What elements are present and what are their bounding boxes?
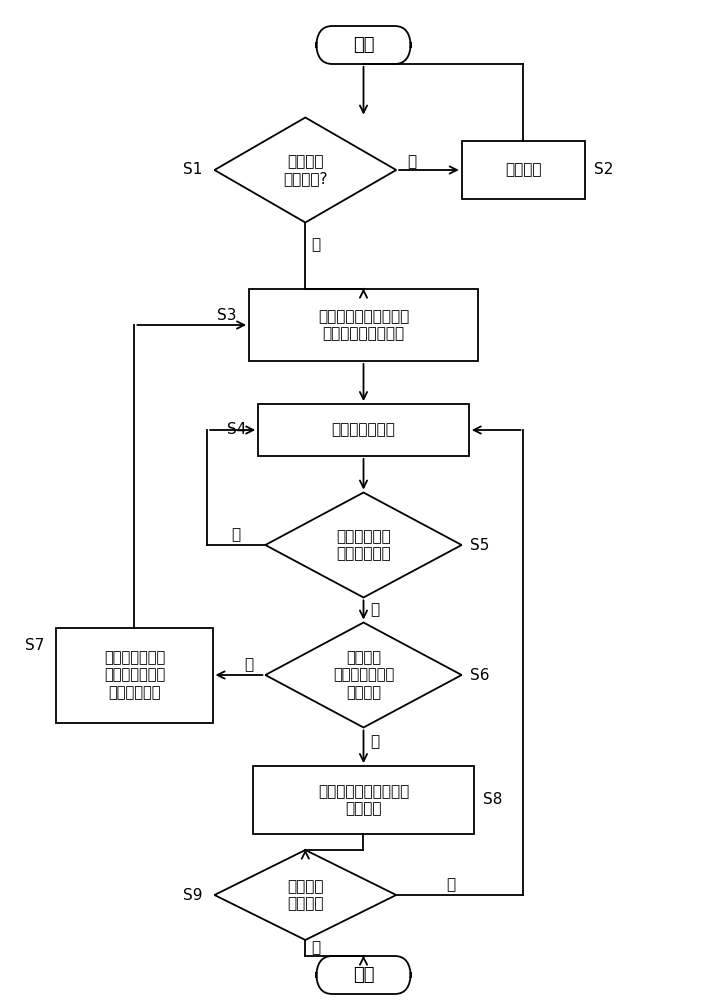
- Text: 是: 是: [244, 658, 253, 672]
- Polygon shape: [265, 622, 462, 728]
- Text: 判断是否
将进入其他列车
供电区间: 判断是否 将进入其他列车 供电区间: [333, 650, 394, 700]
- Polygon shape: [214, 117, 396, 223]
- FancyBboxPatch shape: [316, 956, 411, 994]
- Text: 否: 否: [407, 154, 416, 169]
- Text: 开通下一供电区间无线
能量输送: 开通下一供电区间无线 能量输送: [318, 784, 409, 816]
- Text: 开始: 开始: [353, 36, 374, 54]
- Text: 计算列车坐标，: 计算列车坐标，: [332, 422, 395, 438]
- Text: S1: S1: [183, 162, 202, 178]
- Bar: [57, 628, 212, 722]
- Polygon shape: [265, 492, 462, 597]
- Text: 是: 是: [312, 940, 321, 956]
- Text: 否: 否: [370, 734, 379, 750]
- Text: S9: S9: [183, 888, 202, 902]
- FancyBboxPatch shape: [316, 26, 411, 64]
- Text: S3: S3: [217, 308, 237, 322]
- Text: S5: S5: [470, 538, 489, 552]
- Polygon shape: [214, 850, 396, 940]
- Text: 无线能量输送，开通起
始供电区间电力供应: 无线能量输送，开通起 始供电区间电力供应: [318, 309, 409, 341]
- Bar: [253, 766, 474, 834]
- Text: S7: S7: [25, 638, 44, 652]
- Text: 系统空闲: 系统空闲: [505, 162, 542, 178]
- Bar: [249, 289, 478, 361]
- Text: S6: S6: [470, 668, 489, 682]
- Text: 判断列车
是否启动?: 判断列车 是否启动?: [283, 154, 328, 186]
- Text: 是: 是: [370, 602, 379, 617]
- Text: 发出提示信息并
暂停该列车所在
区间电力供应: 发出提示信息并 暂停该列车所在 区间电力供应: [104, 650, 165, 700]
- Bar: [462, 141, 585, 199]
- Text: S8: S8: [483, 792, 502, 808]
- Text: 否: 否: [446, 878, 455, 892]
- Text: 判断是否
到达终点: 判断是否 到达终点: [287, 879, 324, 911]
- Text: S2: S2: [594, 162, 613, 178]
- Bar: [258, 404, 469, 456]
- Text: S4: S4: [227, 422, 246, 438]
- Text: 判断是否进入
下一供电区间: 判断是否进入 下一供电区间: [336, 529, 391, 561]
- Text: 结束: 结束: [353, 966, 374, 984]
- Text: 否: 否: [232, 528, 241, 542]
- Text: 是: 是: [312, 237, 321, 252]
